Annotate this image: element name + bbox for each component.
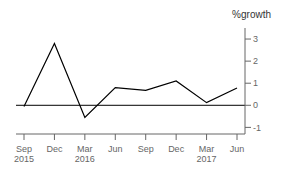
svg-text:Sep: Sep	[138, 144, 154, 154]
svg-text:1: 1	[253, 78, 258, 88]
svg-text:Jun: Jun	[108, 144, 123, 154]
svg-text:0: 0	[253, 100, 258, 110]
svg-text:2: 2	[253, 56, 258, 66]
svg-text:Dec: Dec	[168, 144, 185, 154]
svg-text:Dec: Dec	[46, 144, 63, 154]
svg-text:Mar2017: Mar2017	[197, 144, 217, 162]
svg-text:Mar2016: Mar2016	[75, 144, 95, 162]
html-text:%growth: %growth	[232, 9, 271, 20]
svg-text:-1: -1	[253, 123, 261, 133]
svg-text:Sep2015: Sep2015	[14, 144, 34, 162]
svg-text:Jun: Jun	[230, 144, 245, 154]
svg-text:3: 3	[253, 34, 258, 44]
